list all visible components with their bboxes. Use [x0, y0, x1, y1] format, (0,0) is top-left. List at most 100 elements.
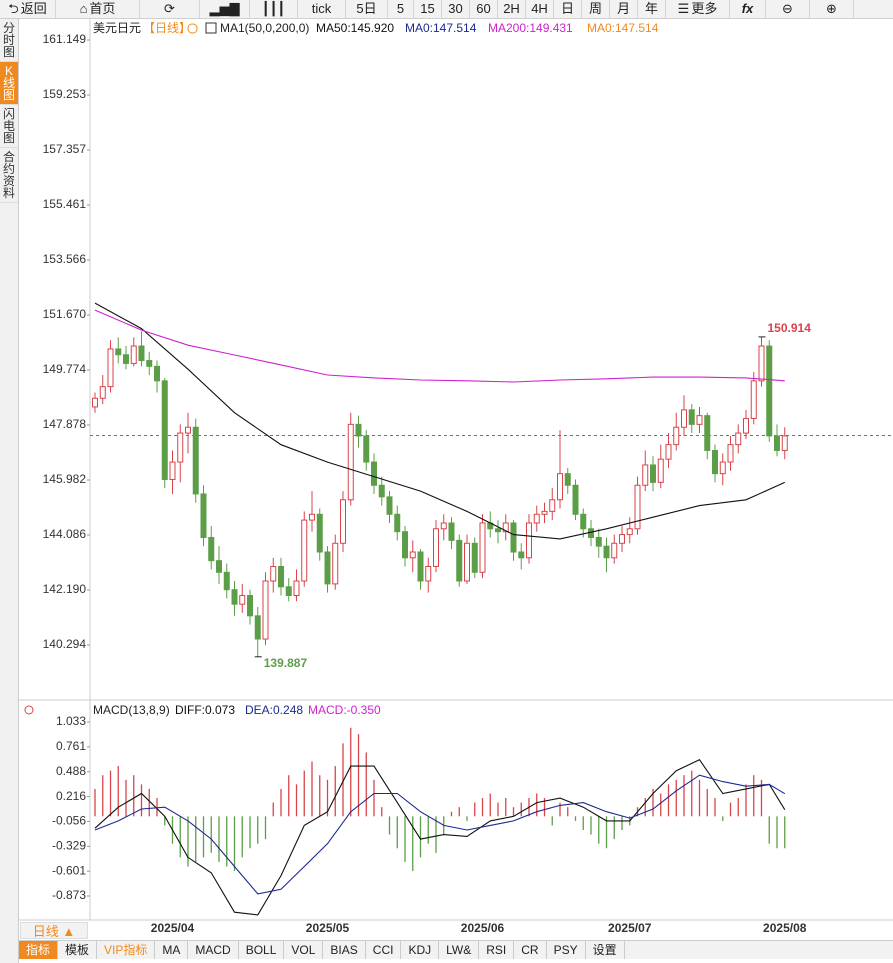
button[interactable]: 月 [610, 0, 638, 18]
candle-body [595, 536, 602, 547]
candle-body [650, 464, 656, 483]
indicator-tab[interactable]: 设置 [586, 941, 625, 959]
candle-body [611, 542, 618, 559]
button-label: 5日 [356, 1, 377, 16]
candle-body [688, 409, 695, 425]
button-label: 2H [503, 1, 520, 16]
period-tab[interactable]: 日线 ▲ [20, 922, 88, 939]
button[interactable]: 60 [470, 0, 498, 18]
indicator-tab[interactable]: BIAS [323, 941, 366, 959]
legend-entry: DIFF:0.073 [175, 703, 235, 717]
candle-body [603, 545, 610, 559]
button[interactable]: 年 [638, 0, 666, 18]
candle-body [557, 473, 563, 501]
y-tick-label: -0.873 [52, 888, 86, 902]
candle-body [665, 444, 672, 460]
indicator-tab[interactable]: VIP指标 [97, 941, 156, 959]
y-tick-label: 147.878 [43, 417, 87, 431]
candle-body [766, 345, 773, 437]
candle-body [541, 510, 548, 515]
candle-body [324, 551, 331, 585]
y-tick-label: 149.774 [43, 362, 87, 376]
indicator-tab[interactable]: PSY [547, 941, 586, 959]
button[interactable]: 4H [526, 0, 554, 18]
candle-body [394, 513, 401, 533]
candle-body [363, 435, 370, 463]
y-tick-label: 144.086 [43, 527, 87, 541]
indicator-tab[interactable]: 模板 [58, 941, 98, 959]
button[interactable]: 30 [442, 0, 470, 18]
button[interactable]: ⌂ 首页 [56, 0, 140, 18]
indicator-tab[interactable]: MA [155, 941, 189, 959]
indicator-tab[interactable]: VOL [284, 941, 324, 959]
candle-body [386, 496, 393, 515]
icon[interactable] [24, 705, 34, 715]
button[interactable]: ⮌ 返回 [0, 0, 56, 18]
x-tick-label: 2025/06 [461, 921, 505, 935]
icon[interactable] [205, 22, 217, 34]
legend-entry: MACD:-0.350 [308, 703, 381, 717]
button[interactable]: ☰ 更多 [666, 0, 730, 18]
indicator-tab[interactable]: RSI [479, 941, 515, 959]
candle-body [177, 432, 184, 463]
sidebar-tab[interactable]: 合约资料 [0, 148, 18, 203]
candle-body [146, 360, 153, 367]
candle-body [456, 539, 463, 582]
button-label: 30 [448, 1, 463, 16]
candle-body [433, 528, 439, 567]
button[interactable]: ▂▅▇ [200, 0, 250, 18]
button-label: 周 [588, 1, 602, 16]
indicator-tab[interactable]: 指标 [19, 941, 59, 959]
y-tick-label: 155.461 [43, 197, 87, 211]
button[interactable]: ┃┃┃ [250, 0, 298, 18]
candle-body [425, 565, 432, 582]
legend-entry: MA200:149.431 [488, 21, 573, 35]
indicator-tab[interactable]: BOLL [239, 941, 285, 959]
candle-body [247, 595, 253, 617]
x-tick-label: 2025/08 [763, 921, 807, 935]
sidebar-tab[interactable]: K线图 [0, 62, 18, 105]
button[interactable]: ⊕ [810, 0, 854, 18]
candle-body [262, 580, 269, 640]
button[interactable]: ⟳ [140, 0, 200, 18]
candle-body [634, 484, 641, 530]
candle-body [750, 380, 757, 420]
button[interactable]: 日 [554, 0, 582, 18]
button[interactable]: 5 [388, 0, 414, 18]
candle-body [719, 461, 726, 475]
y-tick-label: 159.253 [43, 87, 87, 101]
indicator-tab[interactable]: CCI [366, 941, 402, 959]
candle-body [200, 493, 207, 538]
indicator-label: MA1(50,0,200,0) [220, 21, 309, 35]
candle-body [309, 513, 315, 521]
candle-body [154, 365, 160, 382]
candle-body [107, 348, 114, 388]
period-label: 【日线】 [143, 21, 191, 35]
button[interactable]: ⊖ [766, 0, 810, 18]
sidebar-tab[interactable]: 分时图 [0, 19, 18, 62]
candle-body [138, 345, 145, 362]
chart-title: 美元日元 [93, 21, 141, 35]
y-tick-label: 142.190 [43, 582, 87, 596]
candle-body [471, 542, 478, 573]
y-tick-label: 1.033 [56, 714, 86, 728]
indicator-tab[interactable]: CR [514, 941, 547, 959]
indicator-tab[interactable]: MACD [188, 941, 239, 959]
indicator-tab[interactable]: KDJ [401, 941, 440, 959]
button-label: 返回 [20, 1, 47, 16]
candle-body [254, 615, 261, 640]
indicator-tab[interactable]: LW& [439, 941, 480, 959]
button[interactable]: 周 [582, 0, 610, 18]
button[interactable]: 2H [498, 0, 526, 18]
x-tick-label: 2025/05 [306, 921, 350, 935]
icon[interactable] [187, 23, 198, 34]
candle-body [479, 522, 486, 573]
candle-body [549, 499, 556, 512]
button[interactable]: 5日 [346, 0, 388, 18]
sidebar-tab[interactable]: 闪电图 [0, 105, 18, 148]
button-label: 年 [644, 1, 658, 16]
button[interactable]: 15 [414, 0, 442, 18]
button[interactable]: fx [730, 0, 766, 18]
button[interactable]: tick [298, 0, 346, 18]
